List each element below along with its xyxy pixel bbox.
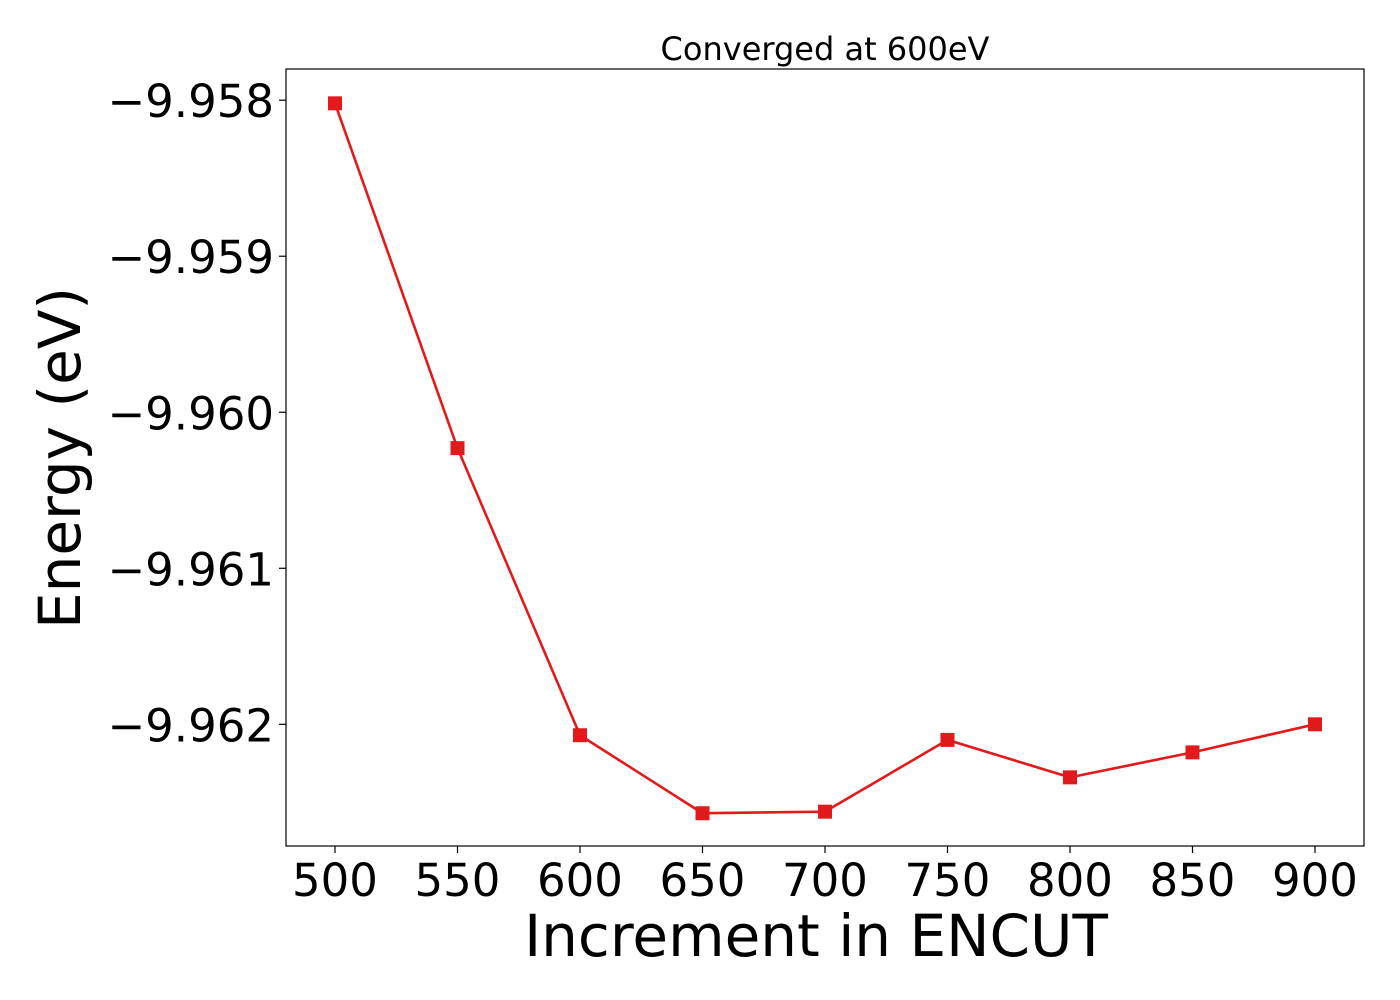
data-point: [1185, 745, 1200, 760]
y-tick-label: −9.960: [107, 387, 274, 440]
x-tick-label: 850: [1150, 854, 1236, 907]
y-tick-label: −9.959: [107, 231, 274, 284]
plot-frame: [285, 68, 1365, 847]
x-tick-label: 550: [415, 854, 501, 907]
chart-title: Converged at 600eV: [661, 30, 990, 68]
x-tick-label: 600: [537, 854, 623, 907]
x-axis-label: Increment in ENCUT: [524, 902, 1108, 970]
data-point: [695, 806, 710, 821]
y-axis-label: Energy (eV): [26, 287, 94, 629]
data-point: [940, 732, 955, 747]
data-point: [1063, 770, 1077, 785]
x-tick-label: 500: [292, 854, 378, 907]
data-point: [328, 96, 342, 111]
data-point: [573, 728, 587, 743]
x-tick-label: 650: [660, 854, 746, 907]
data-point: [1308, 717, 1322, 732]
x-axis: 500 550 600 650 700 750 800 850 900: [292, 846, 1358, 907]
x-tick-label: 900: [1272, 854, 1358, 907]
data-point: [818, 804, 832, 819]
series-line: [333, 102, 1316, 815]
x-tick-label: 800: [1027, 854, 1113, 907]
data-point: [450, 441, 465, 456]
x-tick-label: 700: [782, 854, 868, 907]
y-tick-label: −9.961: [107, 543, 274, 596]
series-layer: [328, 96, 1322, 821]
x-tick-label: 750: [905, 854, 991, 907]
y-tick-label: −9.962: [107, 699, 274, 752]
y-axis: −9.958 −9.959 −9.960 −9.961 −9.962: [107, 75, 286, 752]
y-tick-label: −9.958: [107, 75, 274, 128]
